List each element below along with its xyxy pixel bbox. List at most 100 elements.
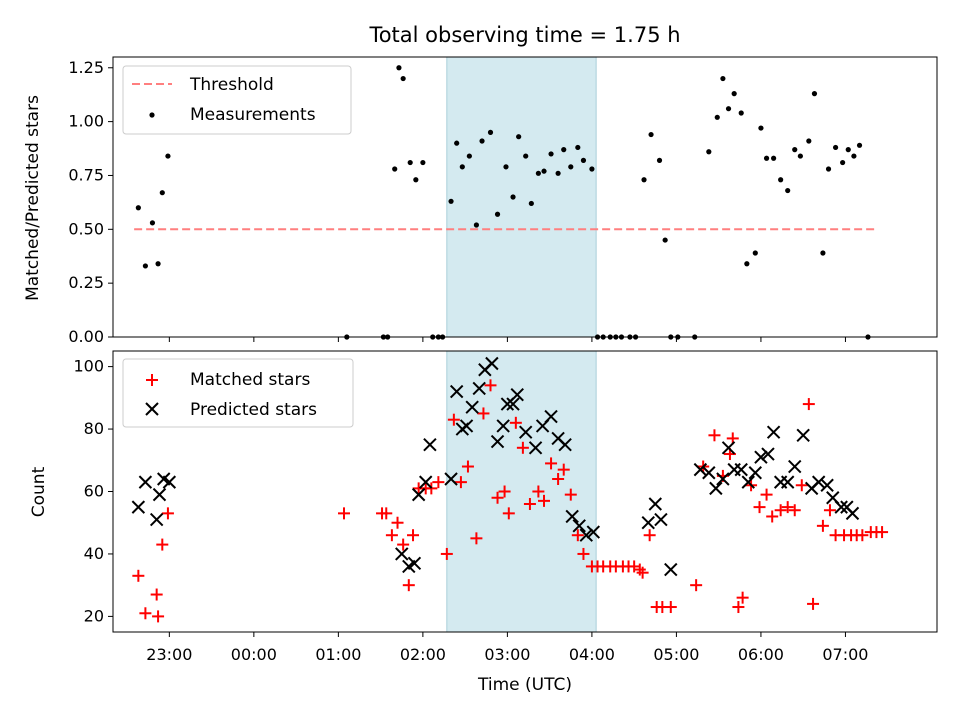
measurement-point: [662, 237, 668, 243]
measurement-point: [142, 263, 148, 269]
matched-star-point: [788, 504, 801, 517]
predicted-star-point: [820, 478, 834, 492]
measurement-point: [589, 166, 595, 172]
matched-star-point: [856, 529, 869, 542]
matched-star-point: [139, 607, 152, 620]
measurement-point: [555, 170, 561, 176]
measurement-point: [487, 129, 494, 135]
measurement-point: [568, 164, 574, 170]
predicted-star-point: [465, 400, 479, 414]
predicted-star-point: [411, 487, 426, 502]
measurement-point: [731, 91, 737, 97]
measurement-point: [503, 164, 509, 170]
chart-title: Total observing time = 1.75 h: [368, 23, 680, 47]
predicted-star-point: [565, 509, 579, 524]
matched-star-point: [736, 591, 749, 604]
predicted-star-point: [734, 462, 748, 477]
predicted-star-point: [506, 397, 520, 411]
x-tick-label: 02:00: [400, 645, 446, 664]
x-axis-label: Time (UTC): [477, 675, 572, 695]
count-y-tick-label: 60: [84, 482, 104, 501]
predicted-star-point: [472, 381, 486, 396]
ratio-legend: Threshold Measurements: [122, 65, 352, 135]
measurement-point: [165, 153, 171, 159]
measurement-point: [778, 177, 784, 183]
matched-star-point: [402, 579, 415, 592]
count-y-tick-label: 80: [84, 419, 104, 438]
predicted-star-point: [152, 487, 167, 502]
matched-star-point: [461, 460, 474, 473]
predicted-star-point: [796, 428, 810, 443]
measurement-point: [856, 142, 863, 148]
measurement-point: [840, 159, 846, 166]
matched-star-point: [491, 491, 504, 504]
predicted-legend-label: Predicted stars: [190, 400, 317, 420]
matched-star-point: [690, 579, 703, 592]
measurement-point: [454, 140, 460, 146]
count-y-axis-label: Count: [29, 466, 49, 517]
x-tick-label: 23:00: [146, 645, 192, 664]
measurement-point: [771, 155, 777, 161]
matched-star-point: [760, 488, 773, 501]
ratio-plot-frame: [112, 56, 938, 338]
observing-window-shade: [446, 56, 597, 338]
matched-star-point: [781, 501, 794, 514]
measurement-point: [714, 114, 720, 120]
measurement-point: [400, 75, 406, 82]
matched-star-point: [380, 507, 393, 520]
predicted-star-point: [496, 419, 510, 433]
predicted-star-point: [579, 528, 593, 542]
measurement-point: [785, 187, 791, 194]
matched-star-point: [753, 501, 766, 514]
measurement-point: [516, 134, 522, 140]
predicted-star-point: [459, 419, 474, 433]
matched-star-point: [774, 504, 787, 517]
matched-star-point: [552, 473, 565, 486]
measurement-point: [392, 166, 398, 172]
measurement-point: [641, 177, 647, 183]
matched-star-point: [391, 516, 404, 529]
x-tick-label: 00:00: [231, 645, 277, 664]
matched-star-point: [816, 519, 829, 532]
predicted-star-point: [510, 388, 524, 402]
predicted-star-point: [788, 459, 802, 474]
predicted-star-point: [766, 425, 781, 439]
ratio-y-tick-label: 0.00: [68, 327, 104, 346]
count-y-tick-label: 100: [73, 357, 104, 376]
matched-star-point: [516, 441, 529, 454]
ratio-plot: 0.00 0.25 0.50 0.75 1.00 1.25 Matched/Predict…: [23, 56, 938, 346]
measurement-point: [466, 153, 472, 159]
measurement-point: [797, 153, 803, 159]
matched-star-point: [150, 588, 163, 601]
measurement-point: [820, 250, 826, 256]
predicted-star-point: [721, 441, 736, 455]
predicted-star-point: [780, 475, 795, 489]
matched-star-point: [454, 476, 467, 489]
measurement-point: [473, 222, 480, 228]
matched-star-point: [732, 601, 745, 614]
matched-star-point: [643, 529, 656, 542]
matched-star-point: [557, 463, 570, 476]
measurement-point: [792, 147, 798, 153]
measurement-point: [832, 144, 839, 151]
matched-star-point: [477, 407, 490, 420]
measurement-point: [656, 157, 663, 163]
predicted-star-point: [693, 462, 708, 477]
measurement-point: [725, 106, 732, 112]
predicted-star-point: [748, 466, 763, 480]
predicted-star-point: [131, 500, 146, 514]
predicted-star-point: [834, 500, 848, 514]
measurement-point: [575, 144, 581, 151]
matched-star-point: [577, 547, 590, 560]
matched-star-point: [545, 457, 558, 470]
matched-star-point: [571, 529, 584, 542]
ratio-y-axis-label: Matched/Predicted stars: [23, 95, 43, 301]
x-tick-label: 03:00: [484, 645, 530, 664]
measurement-point: [523, 153, 529, 159]
measurement-point: [420, 159, 426, 166]
matched-star-point: [538, 494, 551, 507]
predicted-star-point: [485, 356, 499, 371]
measurement-point: [159, 190, 165, 196]
predicted-star-point: [162, 475, 177, 489]
